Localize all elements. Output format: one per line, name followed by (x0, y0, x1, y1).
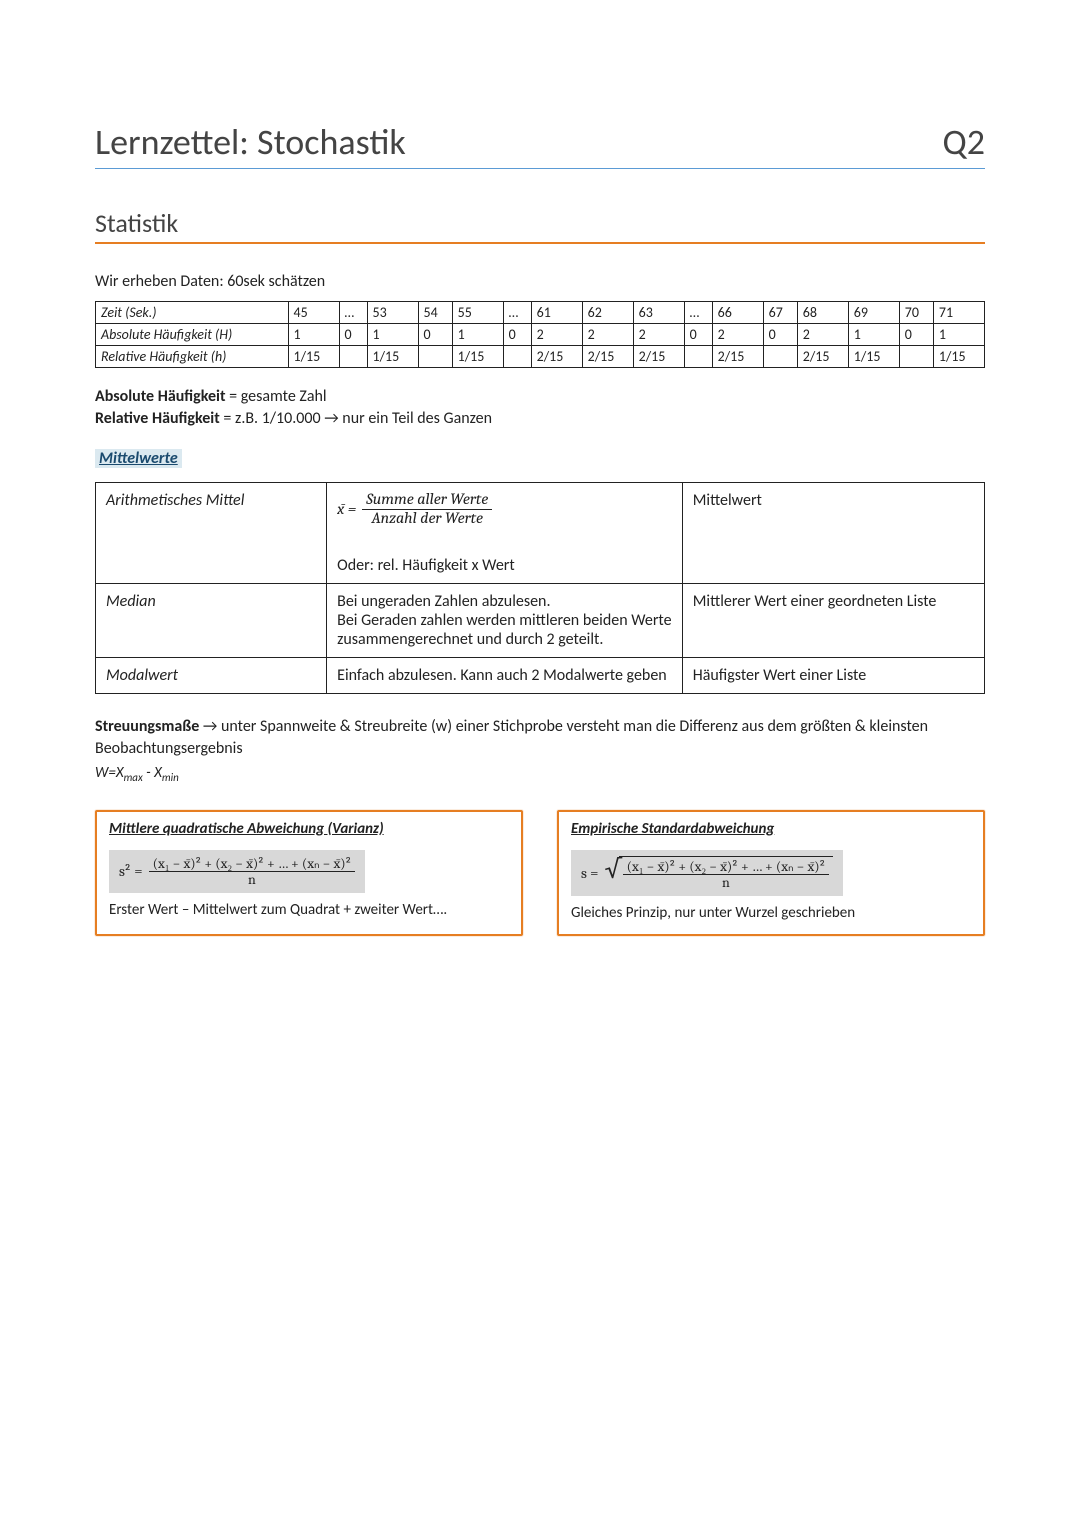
freq-cell: 0 (763, 324, 797, 346)
abs-freq-label: Absolute Häufigkeit (95, 387, 226, 406)
freq-cell (418, 346, 452, 368)
page: Lernzettel: Stochastik Q2 Statistik Wir … (0, 0, 1080, 996)
means-desc: Häufigster Wert einer Liste (682, 658, 984, 694)
variance-note: Erster Wert – Mittelwert zum Quadrat + z… (109, 901, 509, 921)
freq-cell: 66 (712, 302, 763, 324)
means-table: Arithmetisches Mittelx̄ =Summe aller Wer… (95, 482, 985, 694)
freq-cell: 1 (367, 324, 418, 346)
freq-cell: 2/15 (797, 346, 848, 368)
variance-num: (x₁ − x̄)² + (x₂ − x̄)² + … + (xₙ − x̄)² (149, 856, 356, 872)
doc-meta: Q2 (943, 120, 985, 164)
freq-cell: 1 (933, 324, 984, 346)
variance-lhs: s² = (119, 862, 143, 880)
freq-cell: 53 (367, 302, 418, 324)
freq-cell (503, 346, 531, 368)
freq-cell: 2/15 (582, 346, 633, 368)
stddev-num: (x₁ − x̄)² + (x₂ − x̄)² + … + (xₙ − x̄)² (623, 859, 830, 875)
variance-formula: s² = (x₁ − x̄)² + (x₂ − x̄)² + … + (xₙ −… (109, 850, 365, 894)
freq-cell: 1/15 (288, 346, 339, 368)
freq-cell: 1 (288, 324, 339, 346)
formula-w-sub1: max (124, 771, 143, 784)
freq-cell: 2 (712, 324, 763, 346)
freq-cell: 67 (763, 302, 797, 324)
freq-cell: 54 (418, 302, 452, 324)
freq-cell: 69 (848, 302, 899, 324)
freq-cell: 1/15 (367, 346, 418, 368)
freq-cell: 68 (797, 302, 848, 324)
means-name: Arithmetisches Mittel (96, 483, 327, 584)
frequency-table: Zeit (Sek.)45…535455…616263…666768697071… (95, 301, 985, 368)
variance-den: n (244, 872, 260, 887)
freq-cell: 62 (582, 302, 633, 324)
freq-cell: … (684, 302, 712, 324)
abs-freq-text: = gesamte Zahl (229, 387, 326, 406)
freq-cell: 2 (582, 324, 633, 346)
doc-header: Lernzettel: Stochastik Q2 (95, 120, 985, 169)
freq-cell: 0 (503, 324, 531, 346)
means-desc: Mittelwert (682, 483, 984, 584)
freq-cell: 0 (339, 324, 367, 346)
freq-cell: … (339, 302, 367, 324)
section-heading: Statistik (95, 207, 985, 244)
freq-cell: 2 (531, 324, 582, 346)
variance-title: Mittlere quadratische Abweichung (Varian… (109, 820, 509, 838)
freq-row-label: Absolute Häufigkeit (H) (96, 324, 289, 346)
freq-cell: 1/15 (848, 346, 899, 368)
variance-box: Mittlere quadratische Abweichung (Varian… (95, 810, 523, 936)
streu-text: → unter Spannweite & Streubreite (w) ein… (95, 717, 928, 758)
freq-cell: 61 (531, 302, 582, 324)
means-desc: Mittlerer Wert einer geordneten Liste (682, 584, 984, 658)
freq-cell: 1/15 (452, 346, 503, 368)
stddev-lhs: s = (581, 864, 599, 882)
freq-cell: 1/15 (933, 346, 984, 368)
rel-freq-text: = z.B. 1/10.000 → nur ein Teil des Ganze… (223, 409, 492, 428)
freq-cell (763, 346, 797, 368)
stddev-den: n (718, 875, 734, 890)
spannweite-formula: W=Xmax - Xmin (95, 764, 985, 784)
freq-cell: … (503, 302, 531, 324)
freq-cell: 63 (633, 302, 684, 324)
freq-cell (684, 346, 712, 368)
freq-cell (899, 346, 933, 368)
stddev-title: Empirische Standardabweichung (571, 820, 971, 838)
freq-cell: 55 (452, 302, 503, 324)
formula-w-mid: - X (143, 764, 162, 782)
freq-row-label: Relative Häufigkeit (h) (96, 346, 289, 368)
means-name: Median (96, 584, 327, 658)
freq-cell: 2/15 (712, 346, 763, 368)
freq-cell: 0 (418, 324, 452, 346)
freq-cell: 1 (848, 324, 899, 346)
stddev-note: Gleiches Prinzip, nur unter Wurzel gesch… (571, 904, 971, 924)
streu-label: Streuungsmaße (95, 717, 199, 736)
freq-cell: 2/15 (531, 346, 582, 368)
freq-cell (339, 346, 367, 368)
freq-cell: 1 (452, 324, 503, 346)
rel-freq-label: Relative Häufigkeit (95, 409, 220, 428)
stddev-box: Empirische Standardabweichung s = √ (x₁ … (557, 810, 985, 936)
freq-cell: 2/15 (633, 346, 684, 368)
freq-row-label: Zeit (Sek.) (96, 302, 289, 324)
means-formula-cell: x̄ =Summe aller WerteAnzahl der WerteOde… (327, 483, 683, 584)
means-formula-cell: Einfach abzulesen. Kann auch 2 Modalwert… (327, 658, 683, 694)
formula-w-sub2: min (162, 771, 179, 784)
means-formula-cell: Bei ungeraden Zahlen abzulesen.Bei Gerad… (327, 584, 683, 658)
freq-cell: 70 (899, 302, 933, 324)
freq-cell: 2 (797, 324, 848, 346)
mittelwerte-heading: Mittelwerte (95, 449, 182, 468)
doc-title: Lernzettel: Stochastik (95, 120, 406, 164)
streuungsmasse-block: Streuungsmaße → unter Spannweite & Streu… (95, 716, 985, 759)
formula-w-prefix: W=X (95, 764, 124, 782)
freq-cell: 2 (633, 324, 684, 346)
means-name: Modalwert (96, 658, 327, 694)
definitions-block: Absolute Häufigkeit = gesamte Zahl Relat… (95, 386, 985, 429)
freq-cell: 71 (933, 302, 984, 324)
freq-cell: 0 (899, 324, 933, 346)
intro-text: Wir erheben Daten: 60sek schätzen (95, 272, 985, 291)
freq-cell: 45 (288, 302, 339, 324)
stddev-formula: s = √ (x₁ − x̄)² + (x₂ − x̄)² + … + (xₙ … (571, 850, 843, 897)
formula-boxes-row: Mittlere quadratische Abweichung (Varian… (95, 810, 985, 936)
freq-cell: 0 (684, 324, 712, 346)
